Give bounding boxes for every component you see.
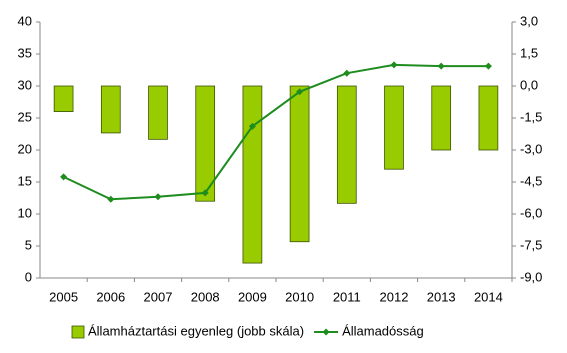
y-tick-label: 30	[18, 77, 32, 92]
legend-marker	[322, 328, 330, 336]
marker	[484, 62, 492, 70]
legend-swatch	[71, 325, 85, 339]
x-tick-label: 2006	[96, 289, 125, 304]
y2-tick-label: -9,0	[520, 269, 542, 284]
x-tick-label: 2008	[191, 289, 220, 304]
marker	[248, 122, 256, 130]
marker	[107, 195, 115, 203]
bar	[431, 85, 452, 151]
bar	[384, 85, 404, 170]
x-tick-label: 2005	[49, 289, 78, 304]
marker	[60, 173, 68, 181]
marker	[437, 62, 445, 70]
legend-label: Államadósság	[342, 323, 424, 338]
y-tick-label: 5	[25, 237, 32, 252]
y2-tick-label: -6,0	[520, 205, 542, 220]
y2-tick-label: -3,0	[520, 141, 542, 156]
y-tick-label: 25	[18, 109, 32, 124]
y2-tick-label: -4,5	[520, 173, 542, 188]
y-tick-label: 35	[18, 45, 32, 60]
bar	[195, 85, 216, 202]
y-tick-label: 40	[18, 13, 32, 28]
x-tick-label: 2010	[285, 289, 314, 304]
marker	[201, 189, 209, 197]
y-tick-label: 10	[18, 205, 32, 220]
marker	[343, 69, 351, 77]
x-tick-label: 2007	[144, 289, 173, 304]
bar	[242, 85, 263, 264]
bar	[336, 85, 357, 204]
y2-tick-label: 0,0	[520, 77, 538, 92]
x-tick-label: 2012	[380, 289, 409, 304]
y2-tick-label: -1,5	[520, 109, 542, 124]
marker	[296, 88, 304, 96]
x-tick-label: 2009	[238, 289, 267, 304]
y2-tick-label: -7,5	[520, 237, 542, 252]
x-tick-label: 2014	[474, 289, 503, 304]
marker	[154, 193, 162, 201]
line	[63, 63, 489, 201]
bar	[148, 85, 168, 140]
marker	[390, 61, 398, 69]
bar	[289, 85, 310, 243]
bar	[53, 85, 74, 113]
bar	[100, 85, 121, 134]
bar	[478, 85, 499, 151]
y2-tick-label: 3,0	[520, 13, 538, 28]
y-tick-label: 15	[18, 173, 32, 188]
x-tick-label: 2011	[333, 289, 361, 304]
y-tick-label: 0	[25, 269, 32, 284]
legend-label: Államháztartási egyenleg (jobb skála)	[88, 323, 304, 338]
y-tick-label: 20	[18, 141, 32, 156]
y2-tick-label: 1,5	[520, 45, 538, 60]
x-tick-label: 2013	[427, 289, 456, 304]
